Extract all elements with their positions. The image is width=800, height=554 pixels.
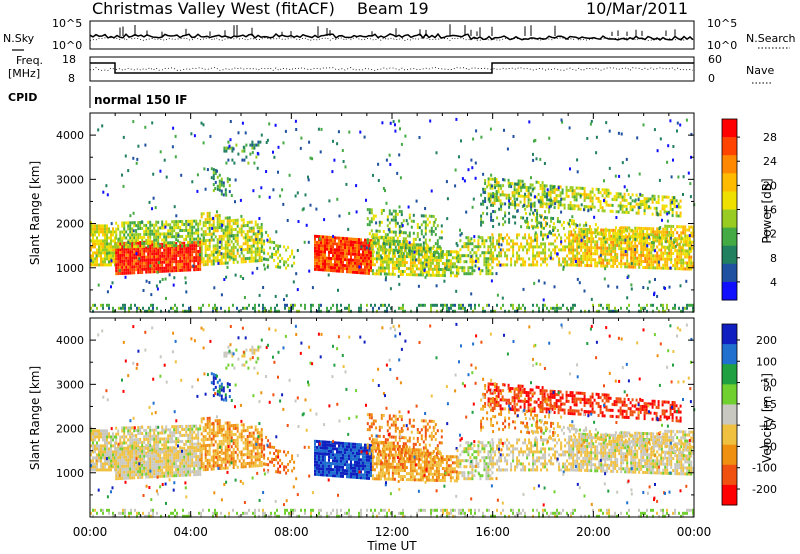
cpid-label: CPID — [8, 91, 37, 104]
nave-tick-high: 60 — [708, 53, 722, 66]
power-data — [90, 117, 696, 313]
time-tick-label: 00:00 — [73, 525, 108, 539]
power-colorbar: 28 24 20 16 12 8 4 — [721, 118, 777, 301]
freq-tick-low: 8 — [68, 72, 75, 85]
noise-right-tick-high: 10^5 — [707, 17, 737, 30]
power-colorbar-swatch — [722, 209, 737, 229]
noise-left-tick-low: 10^0 — [52, 39, 82, 52]
velocity-colorbar-tick: 200 — [756, 334, 777, 347]
time-axis-label: Time UT — [366, 539, 417, 553]
power-colorbar-tick: 4 — [770, 276, 777, 289]
freq-panel: Freq. [MHz] 18 8 60 0 Nave — [8, 53, 774, 85]
velocity-colorbar-tick: 100 — [756, 355, 777, 368]
time-tick-label: 08:00 — [274, 525, 309, 539]
time-tick-label: 16:00 — [475, 525, 510, 539]
power-colorbar-swatch — [722, 281, 737, 301]
power-colorbar-swatch — [722, 245, 737, 265]
power-colorbar-swatch — [722, 137, 737, 156]
noise-search-trace — [89, 37, 694, 41]
beam-label: Beam 19 — [357, 0, 429, 18]
velocity-colorbar-tick: -15 — [759, 419, 777, 432]
power-colorbar-tick: 16 — [763, 204, 777, 217]
power-colorbar-swatch — [722, 155, 737, 174]
velocity-ytick-label: 3000 — [56, 378, 84, 391]
velocity-colorbar-tick: -100 — [752, 462, 777, 475]
power-colorbar-label: Power [dB] — [760, 178, 774, 243]
velocity-colorbar-swatch — [722, 344, 737, 365]
nave-tick-low: 0 — [708, 72, 715, 85]
velocity-panel: 4000 3000 2000 1000 Slant Range [km] 200 100… — [28, 317, 777, 518]
power-colorbar-swatch — [722, 173, 737, 192]
power-colorbar-tick: 20 — [763, 179, 777, 192]
power-colorbar-tick: 28 — [763, 131, 777, 144]
freq-tick-high: 18 — [62, 53, 76, 66]
power-panel: 4000 3000 2000 1000 Slant Range [km] 28 24 20… — [28, 112, 777, 313]
time-tick-label: 04:00 — [173, 525, 208, 539]
nave-label: Nave — [746, 64, 774, 77]
cpid-value: normal 150 IF — [94, 93, 188, 107]
velocity-axes: 4000 3000 2000 1000 — [56, 318, 695, 517]
velocity-colorbar-tick: 50 — [763, 377, 777, 390]
noise-sky-label: N.Sky — [3, 32, 35, 45]
velocity-ytick-label: 1000 — [56, 467, 84, 480]
date-label: 10/Mar/2011 — [586, 0, 688, 18]
noise-left-tick-high: 10^5 — [52, 17, 82, 30]
power-ytick-label: 2000 — [56, 218, 84, 231]
velocity-data — [90, 322, 696, 518]
time-tick-label: 00:00 — [677, 525, 712, 539]
velocity-colorbar-swatch — [722, 424, 737, 446]
velocity-ytick-label: 4000 — [56, 334, 84, 347]
velocity-colorbar-swatch — [722, 384, 737, 405]
nave-trace — [89, 67, 694, 72]
freq-label: Freq. — [16, 54, 43, 67]
power-colorbar-tick: 12 — [763, 228, 777, 241]
noise-spikes — [119, 24, 676, 36]
velocity-ytick-label: 2000 — [56, 423, 84, 436]
power-colorbar-swatch — [722, 263, 737, 283]
station-title: Christmas Valley West (fitACF) — [92, 0, 335, 18]
noise-right-tick-low: 10^0 — [707, 39, 737, 52]
noise-search-label: N.Search — [746, 32, 796, 45]
time-tick-label: 20:00 — [576, 525, 611, 539]
velocity-colorbar-tick: -50 — [759, 440, 777, 453]
power-axes: 4000 3000 2000 1000 — [56, 113, 695, 312]
velocity-colorbar: 200 100 50 15 -15 -50 -100 -200 — [721, 323, 777, 506]
power-colorbar-tick: 24 — [763, 155, 777, 168]
power-ytick-label: 3000 — [56, 173, 84, 186]
power-colorbar-tick: 8 — [770, 252, 777, 265]
time-axis: 00:00 04:00 08:00 12:00 16:00 20:00 00:00 — [73, 525, 712, 539]
velocity-colorbar-label: Velocity [m s-1] — [760, 373, 774, 463]
velocity-ylabel: Slant Range [km] — [28, 366, 42, 470]
freq-unit-label: [MHz] — [8, 67, 40, 80]
power-ytick-label: 4000 — [56, 129, 84, 142]
freq-trace — [90, 62, 694, 74]
velocity-colorbar-swatch — [722, 444, 737, 466]
time-tick-label: 12:00 — [375, 525, 410, 539]
noise-sky-trace — [89, 32, 694, 41]
velocity-colorbar-swatch — [722, 364, 737, 385]
velocity-colorbar-swatch — [722, 324, 737, 345]
velocity-colorbar-tick: 15 — [763, 398, 777, 411]
power-colorbar-swatch — [722, 191, 737, 210]
velocity-colorbar-swatch — [722, 484, 737, 506]
power-colorbar-swatch — [722, 119, 737, 138]
power-ylabel: Slant Range [km] — [28, 161, 42, 265]
velocity-colorbar-tick: -200 — [752, 483, 777, 496]
noise-panel: N.Sky 10^5 10^0 10^5 10^0 N.Search — [3, 17, 796, 52]
power-ytick-label: 1000 — [56, 262, 84, 275]
velocity-colorbar-swatch — [722, 464, 737, 486]
power-colorbar-swatch — [722, 227, 737, 247]
cpid-panel: CPID normal 150 IF — [8, 86, 188, 108]
velocity-colorbar-swatch — [722, 404, 737, 426]
